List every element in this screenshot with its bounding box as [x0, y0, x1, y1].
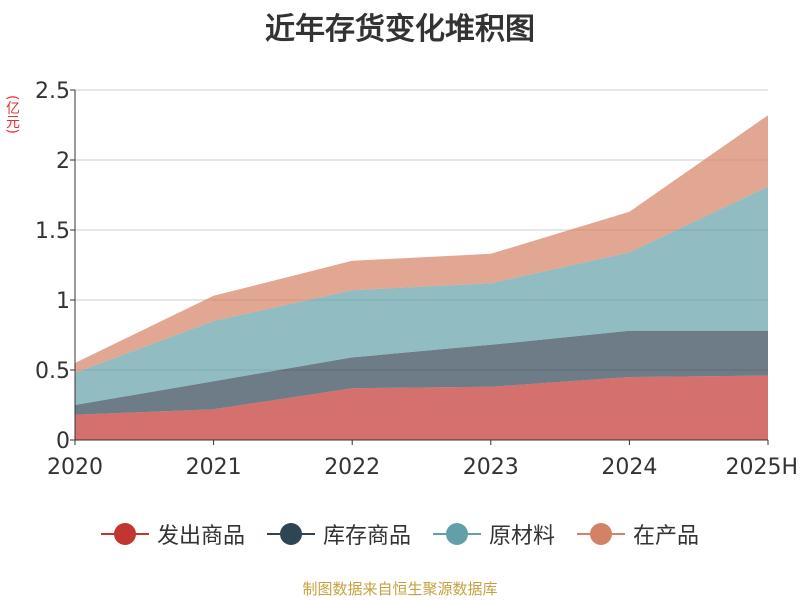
y-tick-label: 2 — [56, 149, 70, 174]
legend-label: 在产品 — [633, 524, 700, 549]
y-tick-label: 1.5 — [35, 219, 70, 244]
legend-dot — [446, 523, 468, 545]
legend-label: 原材料 — [489, 524, 556, 549]
area-series-1 — [75, 375, 768, 440]
area-series-4 — [75, 115, 768, 373]
legend-item[interactable]: 原材料 — [433, 518, 555, 550]
x-tick-label: 2022 — [324, 455, 380, 480]
y-tick-label: 2.5 — [35, 79, 70, 104]
chart-title: 近年存货变化堆积图 — [265, 12, 535, 47]
legend-label: 发出商品 — [156, 524, 245, 549]
legend-marker — [577, 523, 626, 545]
legend-item[interactable]: 库存商品 — [266, 518, 411, 550]
y-tick-label: 1 — [56, 289, 70, 314]
legend-marker — [100, 523, 149, 545]
legend-dot — [590, 523, 613, 545]
area-series-2 — [75, 330, 768, 415]
x-tick-label: 2025H — [725, 455, 798, 480]
y-axis-unit: (亿元) — [4, 95, 20, 134]
legend-label: 库存商品 — [322, 524, 411, 549]
x-tick-label: 2021 — [186, 455, 242, 480]
y-tick-label: 0 — [56, 429, 70, 454]
source-note: 制图数据来自恒生聚源数据库 — [302, 580, 498, 598]
area-series-3 — [75, 186, 768, 405]
y-tick-label: 0.5 — [35, 359, 70, 384]
axes: 0 0.5 1 1.5 2 2.5 2020 2021 2022 2023 2024 2025H — [35, 79, 798, 480]
legend-dot — [279, 523, 302, 545]
x-tick-label: 2023 — [463, 455, 519, 480]
x-tick-label: 2020 — [47, 455, 103, 480]
legend-dot — [113, 523, 136, 545]
area-layers — [75, 115, 768, 440]
legend: 发出商品 库存商品 原材料 在产品 — [0, 518, 800, 550]
legend-item[interactable]: 发出商品 — [100, 518, 245, 550]
legend-marker — [433, 523, 481, 545]
legend-marker — [266, 523, 315, 545]
legend-item[interactable]: 在产品 — [577, 518, 699, 550]
x-tick-label: 2024 — [601, 455, 657, 480]
